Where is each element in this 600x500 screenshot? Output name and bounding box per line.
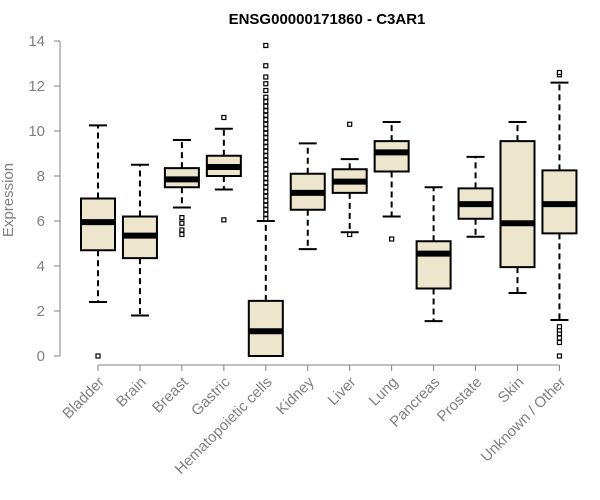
outlier-point — [179, 231, 185, 238]
outlier-point — [263, 148, 269, 154]
box-bladder — [80, 124, 116, 359]
outlier-point — [556, 69, 563, 76]
outlier-point — [263, 112, 269, 118]
y-axis-label: Expression — [0, 163, 17, 237]
box-kidney — [289, 142, 326, 251]
outlier-point — [221, 217, 227, 223]
outlier-point — [263, 144, 269, 150]
outlier-point — [263, 103, 269, 109]
y-tick-label: 2 — [37, 303, 45, 320]
box-lung — [373, 121, 410, 242]
outlier-point — [263, 211, 269, 217]
outlier-point — [263, 121, 269, 127]
box-hematopoietic-cells — [247, 42, 284, 357]
box-unknown-other — [541, 69, 578, 359]
outlier-point — [347, 121, 353, 127]
x-category-label: Lung — [366, 374, 402, 410]
y-tick-label: 4 — [37, 258, 45, 275]
iqr-box — [415, 240, 452, 290]
outlier-point — [263, 108, 269, 114]
outlier-point — [263, 216, 269, 222]
y-tick-label: 10 — [28, 123, 45, 140]
x-category-label: Bladder — [59, 374, 108, 423]
outlier-point — [263, 175, 269, 181]
outlier-point — [263, 117, 269, 123]
outlier-point — [263, 162, 269, 168]
outlier-point — [556, 353, 563, 359]
outlier-point — [263, 198, 269, 204]
outlier-point — [263, 130, 269, 136]
box-skin — [499, 121, 536, 294]
outlier-point — [263, 42, 269, 49]
box-gastric — [205, 114, 242, 223]
box-breast — [163, 139, 200, 238]
y-tick-label: 0 — [37, 348, 45, 365]
y-tick-label: 14 — [28, 33, 45, 50]
box-pancreas — [415, 186, 452, 323]
outlier-point — [263, 94, 269, 100]
outlier-point — [263, 139, 269, 145]
outlier-point — [179, 215, 185, 221]
outlier-point — [389, 236, 395, 242]
outlier-point — [179, 227, 185, 233]
x-category-label: Kidney — [273, 373, 318, 418]
y-tick-label: 6 — [37, 213, 45, 230]
outlier-point — [556, 339, 563, 346]
outlier-point — [263, 166, 269, 172]
outlier-point — [263, 135, 269, 141]
outlier-point — [263, 184, 269, 190]
outlier-point — [263, 180, 269, 186]
outlier-point — [263, 99, 269, 105]
outlier-point — [556, 324, 563, 330]
outlier-point — [263, 157, 269, 163]
outlier-point — [263, 153, 269, 159]
outlier-point — [263, 171, 269, 177]
x-category-label: Brain — [113, 374, 150, 411]
box-liver — [331, 121, 368, 238]
box-prostate — [457, 155, 494, 238]
y-tick-label: 12 — [28, 78, 45, 95]
outlier-point — [556, 335, 563, 341]
iqr-box — [499, 140, 536, 269]
outlier-point — [263, 74, 269, 80]
chart-title: ENSG00000171860 - C3AR1 — [229, 11, 426, 28]
boxes-group — [80, 42, 578, 359]
x-category-label: Liver — [325, 374, 360, 409]
box-brain — [121, 163, 158, 317]
outlier-point — [263, 193, 269, 199]
y-axis: 0 2 4 6 8 10 12 14 — [28, 33, 61, 365]
x-category-label: Prostate — [434, 374, 486, 426]
outlier-point — [347, 231, 353, 238]
outlier-point — [263, 126, 269, 132]
outlier-point — [263, 207, 269, 213]
outlier-point — [263, 202, 269, 208]
y-tick-label: 8 — [37, 168, 45, 185]
outlier-point — [95, 353, 101, 359]
outlier-point — [221, 114, 227, 121]
outlier-point — [263, 81, 269, 87]
x-category-label: Skin — [495, 374, 528, 407]
iqr-box — [373, 140, 410, 173]
outlier-point — [179, 220, 185, 226]
x-category-label: Breast — [149, 373, 192, 416]
outlier-point — [263, 87, 269, 94]
outlier-point — [263, 189, 269, 195]
outlier-point — [263, 63, 269, 69]
